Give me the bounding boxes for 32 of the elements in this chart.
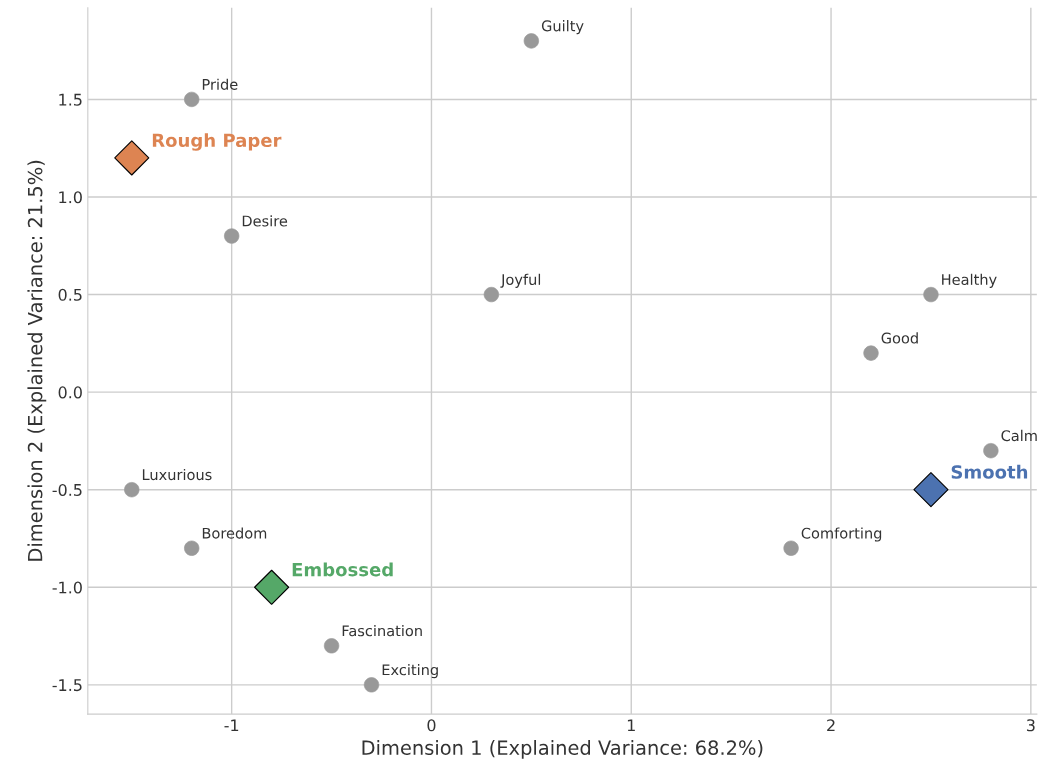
data-label: Desire	[242, 215, 288, 227]
y-tick-label: 0.5	[58, 288, 82, 301]
data-label: Comforting	[801, 527, 882, 542]
x-tick-label: 0	[427, 719, 436, 732]
y-tick-label: -0.5	[52, 483, 82, 496]
x-tick-label: 1	[627, 719, 635, 732]
data-label: Fascination	[342, 625, 422, 637]
data-label: Exciting	[382, 664, 438, 679]
y-tick-label: 0.0	[58, 386, 82, 399]
x-tick-label: 3	[1026, 719, 1035, 732]
y-tick-label: 1.0	[59, 191, 82, 204]
data-label: Pride	[202, 78, 238, 90]
data-label: Guilty	[541, 20, 584, 35]
data-label: Joyful	[500, 273, 541, 288]
x-tick-label: -1	[224, 719, 239, 732]
data-label: Boredom	[202, 527, 267, 539]
x-axis-title: Dimension 1 (Explained Variance: 68.2%)	[362, 739, 763, 759]
y-axis-title: Dimension 2 (Explained Variance: 21.5%)	[27, 160, 47, 561]
y-tick-label: 1.5	[59, 93, 82, 106]
point	[254, 569, 290, 605]
data-label: Luxurious	[142, 468, 212, 481]
series-label: Embossed	[292, 562, 393, 577]
series-label: Smooth	[951, 464, 1028, 479]
point	[114, 140, 150, 176]
data-label: Calm	[1001, 429, 1037, 442]
y-tick-label: -1.5	[52, 679, 82, 692]
y-tick-label: -1.0	[52, 581, 82, 594]
data-label: Good	[881, 332, 918, 344]
series-label: Rough Paper	[152, 133, 282, 151]
point	[913, 472, 949, 508]
data-label: Healthy	[942, 273, 997, 288]
x-tick-label: 2	[827, 719, 835, 732]
